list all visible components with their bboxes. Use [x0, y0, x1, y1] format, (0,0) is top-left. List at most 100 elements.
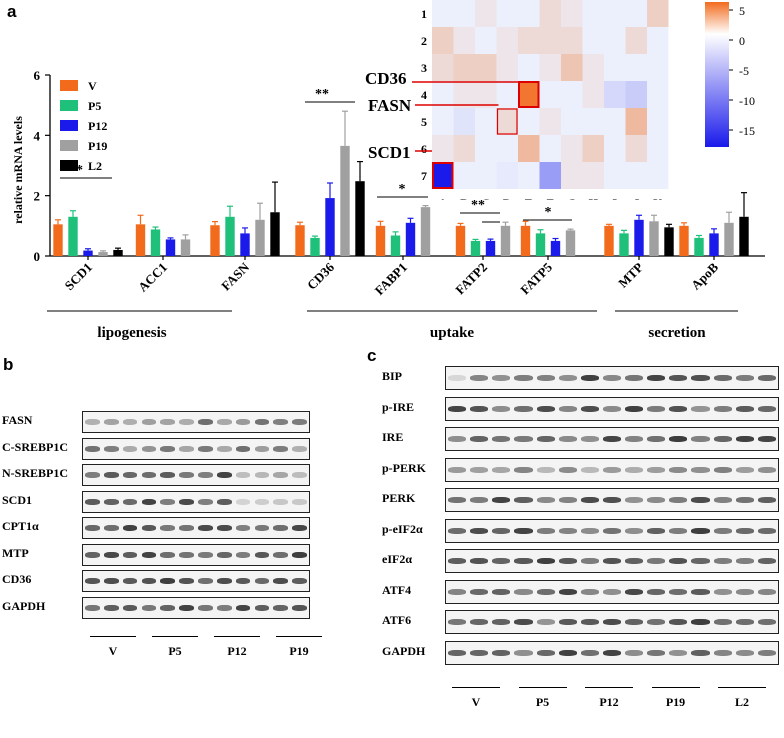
blot-strip [445, 640, 779, 665]
heatmap-cell-1A [432, 0, 454, 27]
blot-band [669, 375, 688, 381]
blot-band [735, 558, 754, 564]
heatmap-row-label: 3 [421, 61, 427, 75]
heatmap-cell-6C [475, 135, 497, 162]
blot-group-label: P5 [535, 695, 550, 709]
bar-P12-FASN [240, 233, 250, 256]
blot-band [647, 649, 666, 656]
blot-band [85, 551, 100, 558]
blot-band [470, 375, 489, 381]
blot-band [141, 419, 157, 425]
heatmap-cell-2J [625, 27, 647, 54]
colorbar-tick-label: -15 [739, 124, 755, 138]
callout-box [432, 162, 454, 189]
blot-band [448, 649, 467, 656]
heatmap-cell-1E [518, 0, 540, 27]
blot-band [558, 588, 577, 595]
blot-band [470, 497, 489, 503]
heatmap-cell-2K [647, 27, 669, 54]
blot-band [492, 436, 511, 442]
blot-band [492, 466, 511, 473]
legend-swatch-P19 [60, 140, 78, 151]
bar-V-CD36 [295, 225, 305, 256]
bar-P12-MTP [634, 219, 644, 256]
heatmap-cell-5F [539, 108, 561, 135]
blot-band [273, 472, 289, 478]
x-tick-label-FATP2: FATP2 [452, 260, 490, 298]
bar-V-ApoB [679, 225, 689, 256]
heatmap-col-label: E [525, 196, 533, 200]
blot-band [254, 472, 270, 478]
heatmap-cell-6J [625, 135, 647, 162]
heatmap-cell-7H [582, 162, 604, 189]
blot-label: GAPDH [382, 643, 426, 658]
blot-band [757, 558, 776, 564]
heatmap-col-label: F [547, 196, 554, 200]
bar-P5-ACC1 [150, 229, 161, 256]
blot-band [273, 419, 289, 425]
blot-band [536, 436, 555, 442]
bar-P19-ACC1 [180, 239, 191, 256]
blot-band [625, 588, 644, 595]
blot-band [514, 588, 533, 595]
blot-band [669, 649, 688, 656]
x-tick-label-SCD1: SCD1 [62, 260, 96, 294]
blot-band [103, 472, 119, 478]
blot-group-line [152, 636, 198, 637]
blot-band [103, 445, 119, 452]
blot-band [625, 497, 644, 503]
heatmap-cell-6F [539, 135, 561, 162]
blot-band [492, 375, 511, 381]
blot-band [757, 588, 776, 595]
blot-band [198, 445, 213, 452]
heatmap-cell-6G [561, 135, 583, 162]
blot-strip [82, 437, 310, 460]
blot-strip [445, 549, 779, 573]
heatmap-cell-4J [625, 81, 647, 108]
heatmap-cell-7I [604, 162, 626, 189]
blot-band [179, 498, 194, 505]
blot-band [292, 551, 307, 558]
blot-band [647, 497, 666, 503]
blot-band [273, 525, 289, 531]
blot-band [602, 558, 622, 564]
heatmap-cell-4K [647, 81, 669, 108]
blot-band [713, 466, 732, 473]
heatmap-cell-5E [518, 108, 540, 135]
blot-band [602, 375, 622, 381]
blot-label: p-IRE [382, 399, 415, 414]
blot-band [122, 604, 138, 611]
blot-band [179, 551, 194, 558]
blot-strip [82, 543, 310, 566]
heatmap-cell-6D [496, 135, 518, 162]
blot-band [254, 604, 270, 611]
blot-band [536, 527, 555, 534]
blot-band [602, 619, 622, 625]
blot-band [179, 472, 194, 478]
blot-group-line [518, 687, 567, 688]
blot-band [691, 588, 710, 595]
legend-label-V: V [88, 79, 97, 93]
legend-label-L2: L2 [88, 159, 102, 173]
blot-band [625, 466, 644, 473]
bar-V-FATP5 [520, 225, 531, 256]
blot-band [216, 604, 232, 611]
blot-band [536, 375, 555, 381]
heatmap-cell-5G [561, 108, 583, 135]
blot-band [580, 436, 599, 442]
bar-P19-FATP5 [565, 230, 576, 256]
blot-strip [445, 366, 779, 390]
blot-group-label: P19 [289, 644, 309, 658]
blot-band [558, 649, 577, 656]
blot-band [713, 436, 732, 442]
bar-P19-FASN [255, 219, 265, 256]
blot-band [647, 375, 666, 381]
heatmap-callout-CD36: CD36 [365, 69, 407, 88]
heatmap-col-label: G [567, 196, 576, 200]
bar-P12-ApoB [709, 233, 719, 256]
bar-P12-FATP2 [485, 240, 496, 256]
heatmap-row-label: 1 [421, 7, 427, 21]
heatmap-cell-6B [453, 135, 475, 162]
blot-band [580, 375, 599, 381]
heatmap-cell-3A [432, 54, 454, 81]
